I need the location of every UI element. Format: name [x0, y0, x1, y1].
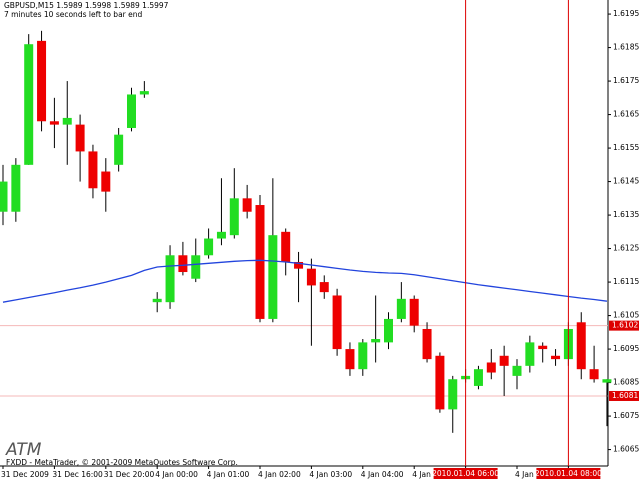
- x-tick-label: 4 Jan: [515, 470, 534, 479]
- y-tick-label: 1.6085: [613, 378, 639, 387]
- candle-body: [512, 365, 522, 376]
- candle-body: [538, 345, 548, 350]
- candle-body: [384, 318, 393, 343]
- y-tick-label: 1.6115: [613, 277, 639, 286]
- candle-body: [486, 362, 496, 373]
- y-tick-label: 1.6095: [613, 344, 639, 353]
- candle-body: [525, 342, 535, 366]
- time-label: 2010.01.04 08:00: [535, 469, 602, 478]
- candle-body: [242, 198, 252, 212]
- x-tick-label: 4 Jan 02:00: [258, 470, 301, 479]
- x-tick-label: 31 Dec 2009: [1, 470, 49, 479]
- time-label-box: [536, 468, 601, 479]
- price-label-box: [609, 320, 639, 331]
- x-tick-label: 4 Jan 03:00: [309, 470, 352, 479]
- candle-body: [371, 339, 381, 343]
- chart-subtitle: 7 minutes 10 seconds left to bar end: [4, 10, 143, 19]
- x-tick-label: 31 Dec 16:00: [52, 470, 103, 479]
- candle-body: [204, 238, 214, 256]
- candle-body: [551, 355, 561, 360]
- candle-body: [0, 181, 8, 212]
- candle-body: [75, 124, 85, 152]
- price-label: 1.6081: [612, 391, 638, 400]
- y-tick-label: 1.6105: [613, 311, 639, 320]
- y-tick-label: 1.6065: [613, 445, 639, 454]
- candle-body: [589, 369, 599, 380]
- candle-body: [139, 91, 149, 95]
- time-label-box: [433, 468, 498, 479]
- price-label-box: [609, 390, 639, 401]
- candle-body: [448, 379, 458, 410]
- candle-body: [319, 282, 329, 293]
- candle-body: [37, 40, 47, 122]
- candle-body: [281, 231, 291, 262]
- candle-body: [306, 268, 316, 286]
- candle-body: [576, 322, 586, 370]
- footer: FXDD - MetaTrader, © 2001-2009 MetaQuote…: [6, 458, 238, 467]
- candle-body: [409, 298, 419, 326]
- candle-body: [294, 261, 304, 269]
- candle-body: [229, 198, 239, 236]
- y-tick-label: 1.6185: [613, 43, 639, 52]
- candle-body: [216, 231, 226, 239]
- candle-body: [101, 171, 111, 192]
- watermark: ATM: [5, 440, 42, 460]
- candle-body: [255, 205, 265, 319]
- candle-body: [24, 44, 34, 165]
- y-tick-label: 1.6195: [613, 9, 639, 18]
- y-tick-label: 1.6075: [613, 411, 639, 420]
- y-tick-label: 1.6155: [613, 143, 639, 152]
- y-tick-label: 1.6135: [613, 210, 639, 219]
- candle-body: [127, 94, 136, 128]
- candle-body: [114, 134, 124, 165]
- candle-body: [473, 369, 483, 386]
- candle-body: [422, 328, 432, 360]
- candle-body: [88, 151, 98, 189]
- time-label: 2010.01.04 06:00: [432, 469, 499, 478]
- candle-body: [191, 255, 201, 279]
- candle-body: [62, 117, 72, 125]
- price-label: 1.6102: [612, 321, 638, 330]
- x-tick-label: 4 Jan 04:00: [361, 470, 404, 479]
- x-tick-label: 31 Dec 20:00: [104, 470, 155, 479]
- candle-body: [152, 298, 162, 303]
- candle-body: [165, 255, 175, 303]
- candle-body: [396, 298, 406, 319]
- candle-body: [602, 379, 612, 383]
- candle-body: [358, 342, 368, 370]
- chart-title: GBPUSD,M15 1.5989 1.5998 1.5989 1.5997: [4, 1, 169, 10]
- y-tick-label: 1.6175: [613, 76, 639, 85]
- candle-body: [178, 255, 188, 273]
- x-tick-label: 4 Jan 01:00: [207, 470, 250, 479]
- moving-average: [2, 259, 608, 303]
- candle-body: [499, 355, 509, 366]
- y-tick-label: 1.6125: [613, 244, 639, 253]
- candle-body: [332, 295, 342, 350]
- x-tick-label: 4 Jan: [412, 470, 431, 479]
- y-tick-label: 1.6165: [613, 110, 639, 119]
- candle-body: [49, 121, 59, 125]
- candle-body: [11, 164, 21, 212]
- x-tick-label: 4 Jan 00:00: [155, 470, 198, 479]
- candle-body: [435, 355, 445, 410]
- y-tick-label: 1.6145: [613, 177, 639, 186]
- candle-body: [268, 235, 278, 319]
- candle-body: [345, 349, 355, 370]
